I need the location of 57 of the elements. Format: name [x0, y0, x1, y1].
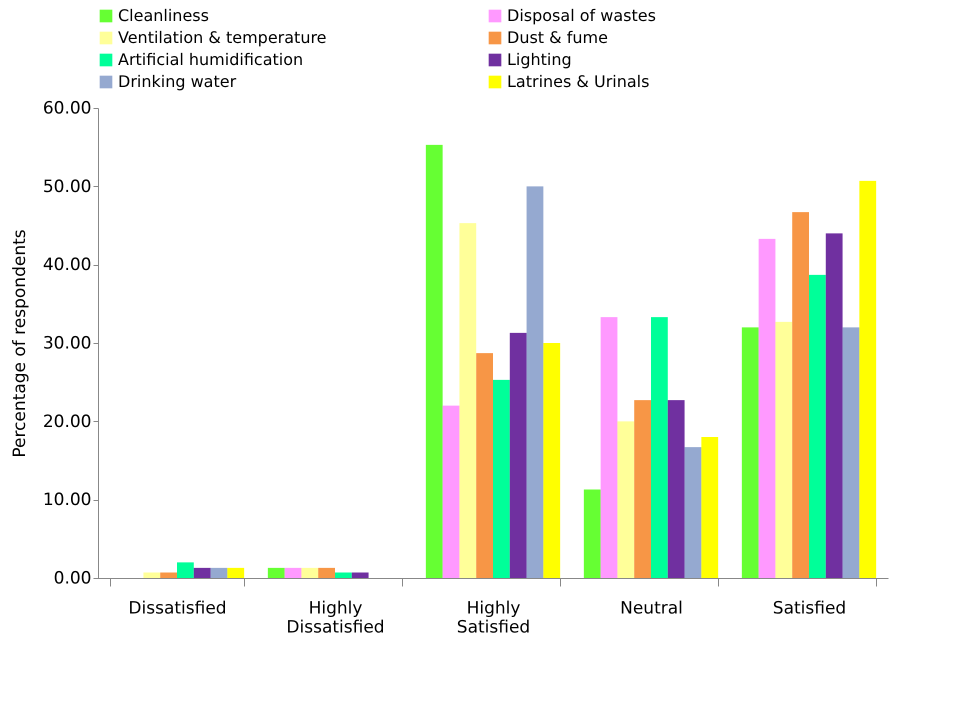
bar	[318, 568, 335, 578]
bar	[268, 568, 285, 578]
bar	[742, 327, 759, 578]
bar	[493, 380, 510, 578]
bar	[701, 437, 718, 578]
x-tick-label: Highly Satisfied	[456, 598, 530, 638]
y-tick-label: 10.00	[42, 490, 92, 510]
bar	[543, 343, 560, 578]
bar	[177, 562, 194, 578]
y-tick-label: 0.00	[54, 568, 92, 588]
legend-label: Cleanliness	[118, 6, 209, 25]
x-tick-label: Satisfied	[772, 598, 846, 618]
y-axis-title: Percentage of respondents	[10, 229, 30, 458]
bar	[459, 223, 476, 578]
bar	[651, 317, 668, 578]
bar	[442, 406, 460, 578]
x-tick-label: Neutral	[620, 598, 683, 618]
bar	[526, 186, 544, 578]
bar	[758, 238, 776, 578]
bar	[227, 568, 244, 578]
bar	[194, 568, 211, 578]
bar	[600, 317, 618, 578]
bar	[859, 180, 876, 578]
bar	[284, 568, 302, 578]
bar	[352, 572, 369, 578]
bar	[476, 353, 493, 578]
y-tick-label: 60.00	[42, 98, 92, 118]
bar	[809, 274, 826, 578]
bar	[634, 400, 651, 578]
bar	[426, 144, 443, 578]
bar	[301, 568, 318, 578]
legend-label: Ventilation & temperature	[118, 28, 327, 47]
bar	[584, 489, 601, 578]
y-tick-label: 20.00	[42, 412, 92, 432]
legend-label: Drinking water	[118, 72, 237, 91]
legend-label: Disposal of wastes	[507, 6, 656, 25]
bar	[143, 572, 160, 578]
bar	[160, 572, 177, 578]
x-tick-label: Highly Dissatisfied	[286, 598, 385, 638]
legend-label: Artificial humidification	[118, 50, 304, 69]
y-tick-label: 50.00	[42, 176, 92, 197]
bar	[210, 568, 228, 578]
bar	[792, 212, 809, 578]
x-tick-label: Dissatisfied	[128, 598, 227, 618]
bar	[335, 572, 352, 578]
bar	[684, 447, 702, 578]
legend-label: Lighting	[507, 50, 572, 69]
legend-label: Latrines & Urinals	[507, 72, 650, 91]
y-tick-label: 30.00	[42, 334, 92, 354]
bar	[510, 332, 527, 578]
y-tick-label: 40.00	[42, 255, 92, 276]
bar	[826, 233, 843, 578]
bar	[668, 400, 685, 578]
bar	[842, 327, 860, 578]
bar	[775, 322, 792, 578]
bar	[617, 421, 634, 578]
legend-label: Dust & fume	[507, 28, 608, 47]
